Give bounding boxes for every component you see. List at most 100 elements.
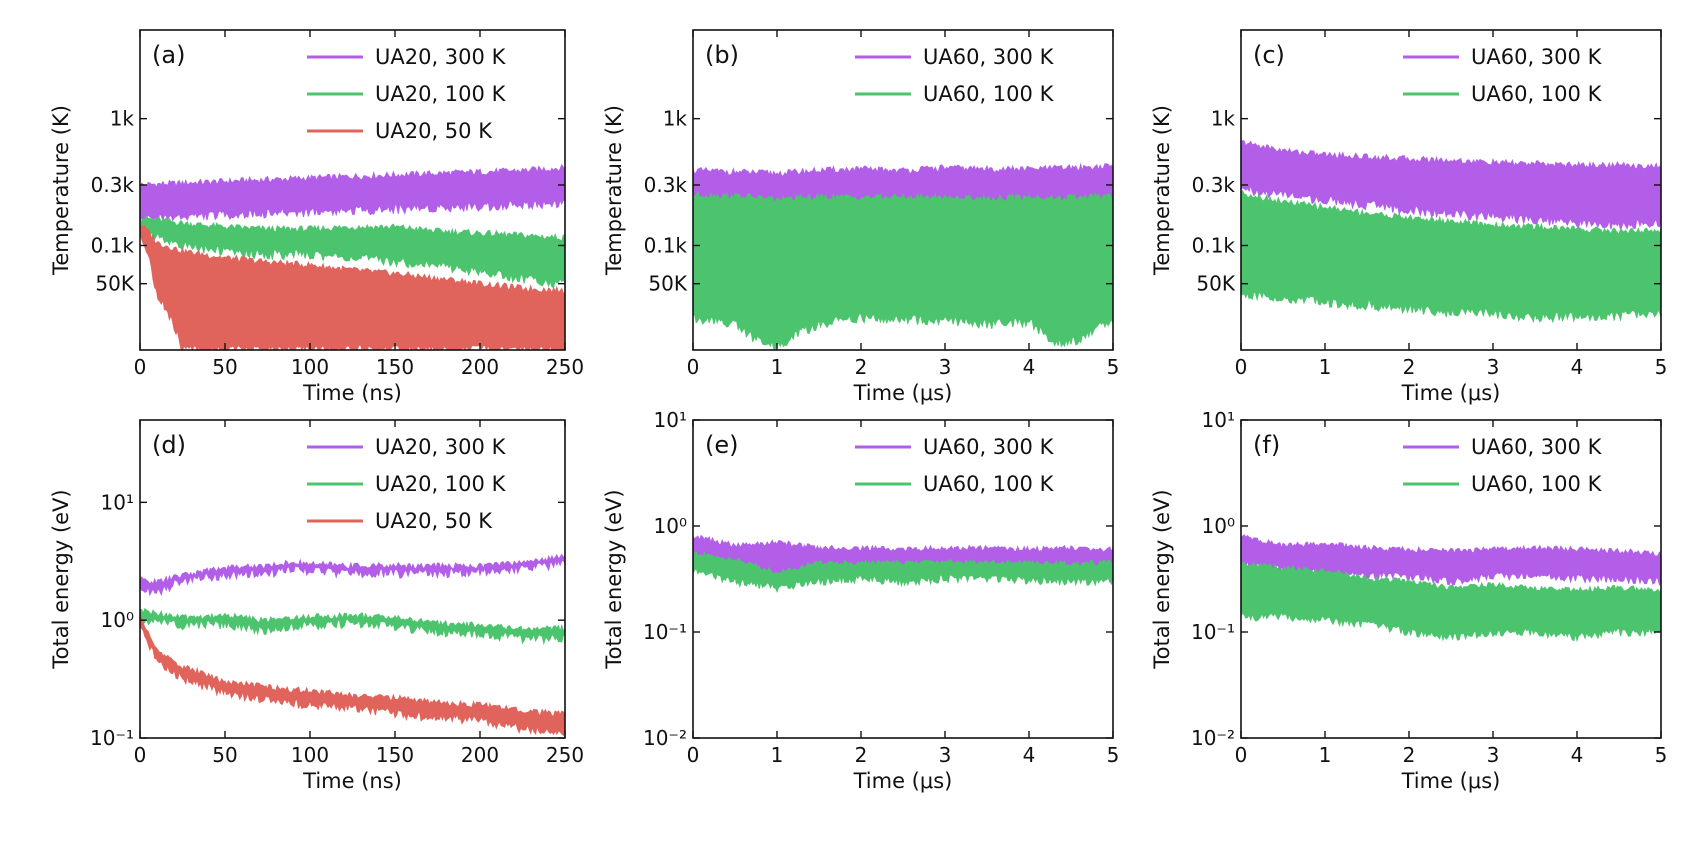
legend-label: UA20, 100 K (375, 472, 507, 496)
series-band-ua20-50-k (140, 224, 565, 350)
x-tick-label: 250 (546, 355, 584, 379)
x-axis-label: Time (μs) (1401, 381, 1501, 405)
panel-e: 0 1 2 3 4 5 10⁻² 10⁻¹ 10⁰ 10¹ Time (μs) Total energ… (602, 408, 1119, 793)
series-band-ua20-300-k (140, 163, 565, 225)
x-tick-label: 5 (1655, 743, 1668, 767)
y-axis-label: Temperature (K) (49, 105, 73, 276)
panel-label: (e) (705, 431, 739, 459)
legend-label: UA60, 300 K (923, 435, 1055, 459)
y-tick-label: 1k (110, 107, 135, 131)
series-group (1241, 534, 1661, 643)
y-tick-label: 10⁰ (1202, 514, 1235, 538)
x-tick-label: 3 (939, 743, 952, 767)
x-tick-label: 150 (376, 743, 414, 767)
legend-label: UA60, 100 K (923, 472, 1055, 496)
legend: UA20, 300 K UA20, 100 K UA20, 50 K (307, 435, 507, 533)
x-tick-label: 5 (1655, 355, 1668, 379)
y-tick-label: 0.3k (1192, 173, 1236, 197)
y-tick-label: 1k (663, 107, 688, 131)
plot-frame (1240, 29, 1662, 351)
x-tick-label: 0 (1235, 355, 1248, 379)
x-tick-label: 2 (1403, 355, 1416, 379)
y-tick-label: 50K (95, 272, 134, 296)
x-tick-label: 2 (855, 355, 868, 379)
legend-label: UA20, 300 K (375, 435, 507, 459)
x-tick-label: 100 (291, 355, 329, 379)
x-tick-label: 1 (1319, 743, 1332, 767)
legend: UA60, 300 K UA60, 100 K (1403, 45, 1603, 106)
legend-label: UA60, 300 K (1471, 435, 1603, 459)
y-axis-label: Total energy (eV) (49, 489, 73, 669)
panel-label: (c) (1253, 41, 1285, 69)
x-tick-label: 0 (1235, 743, 1248, 767)
x-tick-label: 5 (1107, 355, 1120, 379)
legend: UA60, 300 K UA60, 100 K (855, 45, 1055, 106)
series-band-ua60-100-k (693, 551, 1113, 593)
legend-label: UA20, 300 K (375, 45, 507, 69)
panel-label: (f) (1253, 431, 1280, 459)
panel-b: 0 1 2 3 4 5 50K 0.1k 0.3k 1k Time (μs) Temperature … (602, 29, 1120, 405)
legend-label: UA60, 100 K (1471, 472, 1603, 496)
x-tick-label: 250 (546, 743, 584, 767)
y-tick-label: 0.3k (644, 173, 688, 197)
x-tick-label: 0 (687, 355, 700, 379)
series-group (1241, 140, 1661, 324)
panel-d: 0 50 100 150 200 250 10⁻¹ 10⁰ 10¹ Time (ns) Total … (49, 419, 584, 793)
x-tick-label: 200 (461, 743, 499, 767)
panel-label: (b) (705, 41, 739, 69)
x-tick-label: 2 (855, 743, 868, 767)
series-band-ua60-100-k (1241, 189, 1661, 324)
x-tick-label: 4 (1571, 355, 1584, 379)
x-tick-label: 50 (212, 743, 237, 767)
x-tick-label: 1 (771, 355, 784, 379)
x-axis-label: Time (ns) (302, 769, 402, 793)
legend-label: UA20, 50 K (375, 509, 493, 533)
x-tick-label: 0 (687, 743, 700, 767)
series-band-ua60-100-k (693, 190, 1113, 350)
legend-label: UA60, 300 K (923, 45, 1055, 69)
series-band-ua60-300-k (1241, 140, 1661, 232)
x-tick-label: 150 (376, 355, 414, 379)
panel-label: (a) (152, 41, 185, 69)
y-tick-label: 10⁻² (643, 726, 687, 750)
x-axis-label: Time (ns) (302, 381, 402, 405)
x-tick-label: 0 (134, 743, 147, 767)
plot-frame (692, 29, 1114, 351)
plot-frame (139, 29, 566, 351)
y-tick-label: 50K (648, 272, 687, 296)
y-tick-label: 10⁻¹ (643, 620, 687, 644)
y-axis-label: Temperature (K) (1150, 105, 1174, 276)
legend: UA60, 300 K UA60, 100 K (855, 435, 1055, 496)
panel-a: 0 50 100 150 200 250 50K 0.1k 0.3k 1k Time (ns) Tem… (49, 29, 584, 405)
y-tick-label: 1k (1211, 107, 1236, 131)
series-band-ua20-100-k (140, 214, 565, 289)
y-tick-label: 10⁰ (654, 514, 687, 538)
x-axis-label: Time (μs) (853, 769, 953, 793)
x-axis-label: Time (μs) (1401, 769, 1501, 793)
plot-frame (139, 419, 566, 739)
y-tick-label: 10¹ (1202, 408, 1235, 432)
series-band-ua60-100-k (1241, 561, 1661, 643)
y-tick-label: 0.3k (91, 173, 135, 197)
x-tick-label: 4 (1023, 355, 1036, 379)
x-tick-label: 200 (461, 355, 499, 379)
y-tick-label: 0.1k (644, 233, 688, 257)
plot-frame (692, 419, 1114, 739)
x-tick-label: 1 (1319, 355, 1332, 379)
series-group (693, 162, 1113, 350)
legend-label: UA60, 300 K (1471, 45, 1603, 69)
panel-f: 0 1 2 3 4 5 10⁻² 10⁻¹ 10⁰ 10¹ Time (μs) Total energ… (1150, 408, 1667, 793)
x-tick-label: 3 (1487, 355, 1500, 379)
y-tick-label: 0.1k (91, 233, 135, 257)
y-axis-label: Temperature (K) (602, 105, 626, 276)
legend-label: UA20, 50 K (375, 119, 493, 143)
series-band-ua20-50-k (140, 614, 565, 737)
y-axis-label: Total energy (eV) (602, 489, 626, 669)
y-tick-label: 10¹ (101, 490, 134, 514)
y-tick-label: 0.1k (1192, 233, 1236, 257)
y-tick-label: 10⁻² (1191, 726, 1235, 750)
panel-c: 0 1 2 3 4 5 50K 0.1k 0.3k 1k Time (μs) Temperature … (1150, 29, 1668, 405)
x-tick-label: 5 (1107, 743, 1120, 767)
series-group (140, 163, 565, 350)
